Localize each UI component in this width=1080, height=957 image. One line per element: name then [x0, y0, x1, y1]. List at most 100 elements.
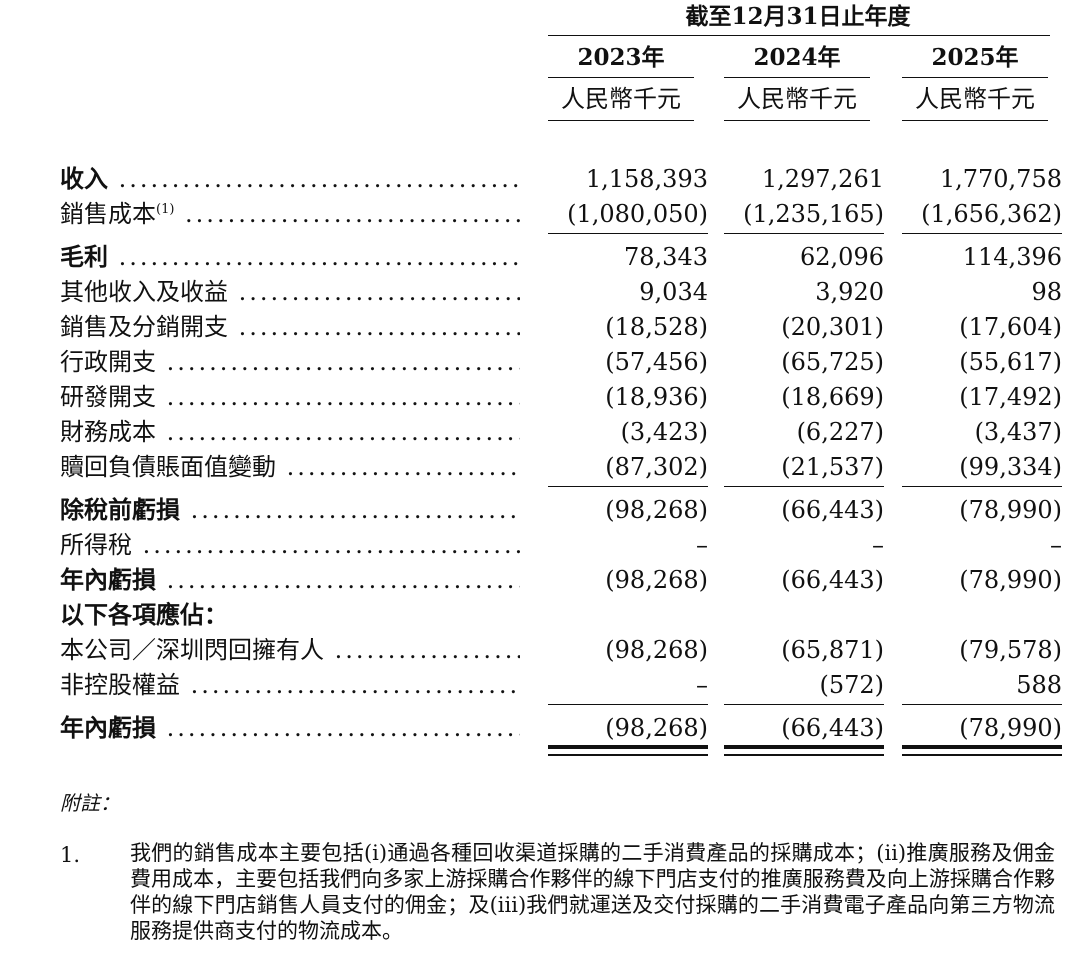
leader-dots: ........................................…: [118, 243, 520, 271]
row-label-text: 收入: [60, 164, 108, 193]
total-double-rule-upper: [724, 745, 884, 749]
cell-value-3: (79,578): [959, 636, 1062, 664]
leader-dots: ........................................…: [166, 566, 520, 594]
table-row: 財務成本 ...................................…: [0, 415, 1080, 449]
row-label-text: 除稅前虧損: [60, 495, 180, 524]
table-row: 所得稅 ....................................…: [0, 528, 1080, 562]
total-double-rule-upper: [548, 745, 708, 749]
table-row: 年內虧損 ...................................…: [0, 563, 1080, 597]
subtotal-rule: [724, 233, 884, 234]
cell-value-1: –: [696, 671, 708, 699]
row-label: 年內虧損 ...................................…: [60, 563, 520, 597]
cell-value-2: (66,443): [781, 714, 884, 742]
row-label-text: 銷售及分銷開支: [60, 313, 228, 341]
table-row: 贖回負債賬面值變動 ..............................…: [0, 450, 1080, 484]
cell-value-3: (99,334): [959, 453, 1062, 481]
cell-value-2: (65,725): [781, 348, 884, 376]
row-label: 毛利 .....................................…: [60, 240, 520, 274]
footnote-marker: (1): [156, 202, 175, 217]
table-row: 非控股權益 ..................................…: [0, 668, 1080, 702]
cell-value-3: [902, 598, 1062, 632]
row-label: 研發開支 ...................................…: [60, 380, 520, 414]
table-row: 年內虧損 ...................................…: [0, 711, 1080, 745]
cell-value-1: (87,302): [605, 453, 708, 481]
table-row: 行政開支 ...................................…: [0, 345, 1080, 379]
leader-dots: ........................................…: [142, 531, 520, 559]
row-label-text: 財務成本: [60, 418, 156, 446]
row-label-text: 銷售成本: [60, 200, 156, 228]
leader-dots: ........................................…: [166, 348, 520, 376]
unit-rule-1: [548, 120, 694, 121]
cell-value-3: (55,617): [959, 348, 1062, 376]
unit-header-2024: 人民幣千元: [737, 85, 857, 113]
year-header-2024: 2024年: [753, 44, 841, 71]
row-label: 收入 .....................................…: [60, 162, 520, 196]
cell-value-2: (66,443): [781, 566, 884, 594]
row-label: 非控股權益 ..................................…: [60, 668, 520, 702]
period-header-rule: [548, 35, 1050, 36]
total-double-rule-lower: [548, 754, 708, 756]
leader-dots: ........................................…: [190, 496, 520, 524]
subtotal-rule: [548, 233, 708, 234]
year-header-2025: 2025年: [931, 44, 1019, 71]
row-label: 行政開支 ...................................…: [60, 345, 520, 379]
subtotal-rule: [902, 704, 1062, 705]
cell-value-3: 588: [1016, 671, 1062, 699]
row-label: 銷售及分銷開支 ................................…: [60, 310, 520, 344]
table-row: 銷售成本(1) ................................…: [0, 197, 1080, 231]
notes-title: 附註：: [60, 791, 120, 815]
row-label: 銷售成本(1) ................................…: [60, 197, 520, 231]
row-label-text: 非控股權益: [60, 671, 180, 699]
table-row: 毛利 .....................................…: [0, 240, 1080, 274]
cell-value-1: (18,528): [605, 313, 708, 341]
row-label: 以下各項應佔：: [60, 598, 520, 632]
leader-dots: ........................................…: [238, 278, 520, 306]
row-label-text: 其他收入及收益: [60, 278, 228, 306]
row-label-text: 以下各項應佔：: [60, 600, 228, 629]
leader-dots: ........................................…: [334, 636, 520, 664]
cell-value-3: 1,770,758: [939, 165, 1062, 193]
cell-value-3: (17,604): [959, 313, 1062, 341]
table-row: 收入 .....................................…: [0, 162, 1080, 196]
cell-value-1: (98,268): [605, 636, 708, 664]
row-label: 其他收入及收益 ................................…: [60, 275, 520, 309]
cell-value-2: (18,669): [781, 383, 884, 411]
row-label-text: 所得稅: [60, 531, 132, 559]
cell-value-1: 9,034: [639, 278, 708, 306]
unit-header-2025: 人民幣千元: [915, 85, 1035, 113]
total-double-rule-upper: [902, 745, 1062, 749]
unit-rule-3: [902, 120, 1048, 121]
cell-value-2: 62,096: [800, 243, 884, 271]
cell-value-1: (98,268): [605, 566, 708, 594]
cell-value-1: 78,343: [624, 243, 708, 271]
cell-value-2: (21,537): [781, 453, 884, 481]
cell-value-2: (65,871): [781, 636, 884, 664]
subtotal-rule: [724, 486, 884, 487]
cell-value-1: (57,456): [605, 348, 708, 376]
leader-dots: ........................................…: [190, 671, 520, 699]
leader-dots: ........................................…: [118, 165, 520, 193]
cell-value-1: (1,080,050): [567, 200, 708, 228]
cell-value-2: (6,227): [796, 418, 884, 446]
cell-value-1: (98,268): [605, 496, 708, 524]
cell-value-3: (3,437): [974, 418, 1062, 446]
unit-rule-2: [724, 120, 870, 121]
cell-value-3: 114,396: [962, 243, 1062, 271]
cell-value-2: 3,920: [815, 278, 884, 306]
row-label-text: 贖回負債賬面值變動: [60, 453, 276, 481]
cell-value-1: (98,268): [605, 714, 708, 742]
subtotal-rule: [548, 704, 708, 705]
row-label: 所得稅 ....................................…: [60, 528, 520, 562]
row-label: 本公司／深圳閃回擁有人 ............................…: [60, 633, 520, 667]
subtotal-rule: [902, 233, 1062, 234]
year-rule-1: [548, 77, 694, 78]
cell-value-3: (78,990): [959, 566, 1062, 594]
unit-header-2023: 人民幣千元: [561, 85, 681, 113]
row-label: 贖回負債賬面值變動 ..............................…: [60, 450, 520, 484]
year-rule-3: [902, 77, 1048, 78]
row-label-text: 行政開支: [60, 348, 156, 376]
leader-dots: ........................................…: [238, 313, 520, 341]
cell-value-3: (78,990): [959, 714, 1062, 742]
row-label-text: 年內虧損: [60, 565, 156, 594]
leader-dots: ........................................…: [166, 418, 520, 446]
